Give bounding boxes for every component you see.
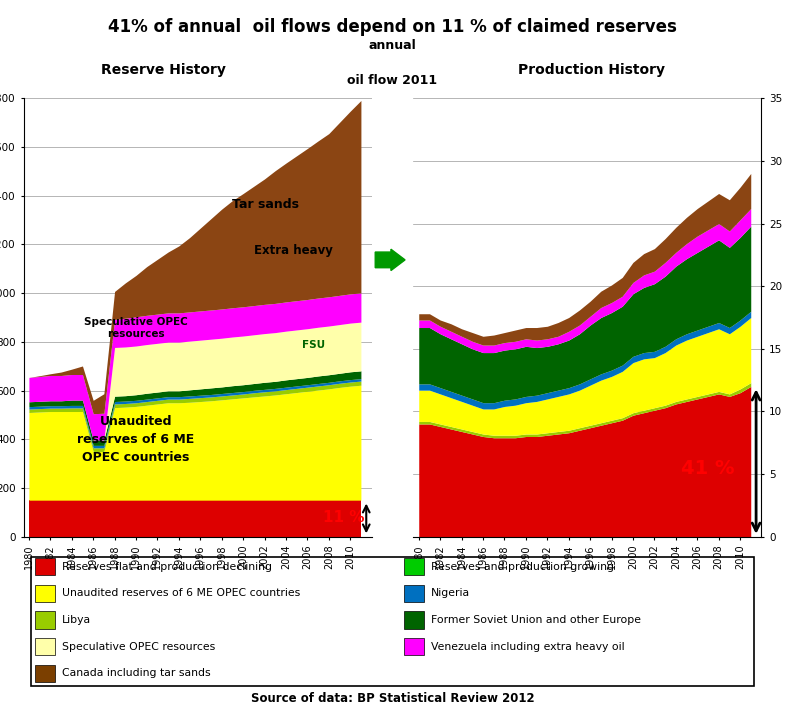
Text: Reserves flat and production declining: Reserves flat and production declining — [62, 562, 272, 572]
Text: Speculative OPEC: Speculative OPEC — [84, 317, 188, 327]
Text: Speculative OPEC resources: Speculative OPEC resources — [62, 642, 215, 651]
Text: Nigeria: Nigeria — [431, 588, 470, 598]
Text: Canada including tar sands: Canada including tar sands — [62, 669, 210, 679]
Text: OPEC countries: OPEC countries — [82, 451, 190, 464]
Text: Unaudited: Unaudited — [100, 414, 172, 428]
Bar — [35, 612, 55, 629]
Text: oil flow 2011: oil flow 2011 — [348, 74, 437, 87]
Bar — [35, 638, 55, 655]
Bar — [403, 558, 424, 575]
Text: Unaudited reserves of 6 ME OPEC countries: Unaudited reserves of 6 ME OPEC countrie… — [62, 588, 300, 598]
Text: Tar sands: Tar sands — [232, 198, 299, 211]
Text: Source of data: BP Statistical Review 2012: Source of data: BP Statistical Review 20… — [250, 692, 535, 705]
Text: Libya: Libya — [62, 615, 91, 625]
Text: Reserves and production growing: Reserves and production growing — [431, 562, 614, 572]
Text: Extra heavy: Extra heavy — [254, 244, 333, 257]
Bar — [403, 638, 424, 655]
Text: 41 %: 41 % — [681, 459, 735, 478]
Text: annual: annual — [369, 39, 416, 52]
Text: Production History: Production History — [518, 63, 665, 77]
Text: FSU: FSU — [302, 340, 325, 350]
Text: 41% of annual  oil flows depend on 11 % of claimed reserves: 41% of annual oil flows depend on 11 % o… — [108, 18, 677, 36]
Bar — [35, 665, 55, 682]
Text: Reserve History: Reserve History — [101, 63, 226, 77]
Bar — [403, 612, 424, 629]
Bar — [35, 585, 55, 602]
Text: reserves of 6 ME: reserves of 6 ME — [78, 433, 195, 446]
Text: Venezuela including extra heavy oil: Venezuela including extra heavy oil — [431, 642, 625, 651]
Bar — [35, 558, 55, 575]
Text: resources: resources — [108, 329, 165, 339]
Bar — [403, 585, 424, 602]
Text: Former Soviet Union and other Europe: Former Soviet Union and other Europe — [431, 615, 641, 625]
Text: 11 %: 11 % — [323, 510, 365, 525]
Bar — [31, 557, 754, 686]
